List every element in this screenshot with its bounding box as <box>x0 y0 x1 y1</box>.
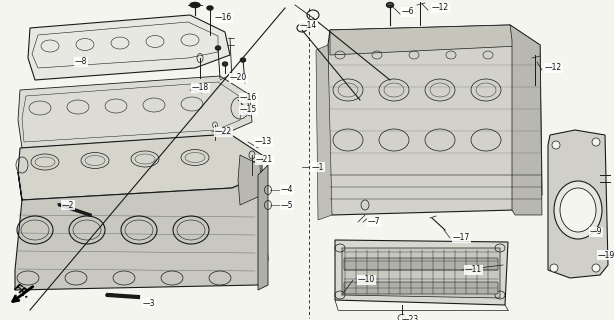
Polygon shape <box>18 76 252 148</box>
Ellipse shape <box>216 46 220 50</box>
Ellipse shape <box>592 264 600 272</box>
FancyBboxPatch shape <box>344 258 498 270</box>
Ellipse shape <box>190 3 200 7</box>
Polygon shape <box>258 165 268 290</box>
Text: —1: —1 <box>312 163 324 172</box>
Text: —10: —10 <box>358 276 375 284</box>
FancyBboxPatch shape <box>344 282 498 294</box>
Text: —3: —3 <box>143 299 155 308</box>
Ellipse shape <box>554 181 602 239</box>
Polygon shape <box>316 45 332 220</box>
Text: FR.: FR. <box>12 283 33 301</box>
Text: —22: —22 <box>215 127 232 137</box>
Polygon shape <box>238 155 262 205</box>
Text: —14: —14 <box>300 20 317 29</box>
Text: —2: —2 <box>62 201 74 210</box>
Ellipse shape <box>241 58 246 62</box>
Text: —12: —12 <box>545 63 562 73</box>
Polygon shape <box>510 25 542 215</box>
Polygon shape <box>330 25 540 55</box>
Polygon shape <box>15 172 268 290</box>
Ellipse shape <box>222 62 228 66</box>
Text: —19: —19 <box>598 251 614 260</box>
Polygon shape <box>28 15 230 80</box>
Text: —20: —20 <box>230 74 247 83</box>
Polygon shape <box>342 248 500 298</box>
Text: —15: —15 <box>240 106 257 115</box>
Text: —16: —16 <box>215 13 232 22</box>
Ellipse shape <box>550 264 558 272</box>
Ellipse shape <box>552 141 560 149</box>
Text: —18: —18 <box>192 84 209 92</box>
Ellipse shape <box>386 3 394 7</box>
Text: —16: —16 <box>240 93 257 102</box>
Polygon shape <box>548 130 608 278</box>
Polygon shape <box>18 134 262 200</box>
Text: —8: —8 <box>75 58 87 67</box>
Text: —4: —4 <box>281 186 293 195</box>
Ellipse shape <box>560 188 596 232</box>
Text: —12: —12 <box>432 4 449 12</box>
Text: —23: —23 <box>402 316 419 320</box>
Text: —21: —21 <box>256 156 273 164</box>
Text: —17: —17 <box>453 234 470 243</box>
Text: —9: —9 <box>590 228 602 236</box>
Ellipse shape <box>592 138 600 146</box>
Text: —13: —13 <box>255 138 272 147</box>
Text: —11: —11 <box>465 266 482 275</box>
Polygon shape <box>328 25 542 215</box>
Text: —5: —5 <box>281 201 293 210</box>
Text: —6: —6 <box>402 7 414 17</box>
Ellipse shape <box>207 6 213 10</box>
Text: —7: —7 <box>368 218 381 227</box>
Polygon shape <box>335 240 508 305</box>
